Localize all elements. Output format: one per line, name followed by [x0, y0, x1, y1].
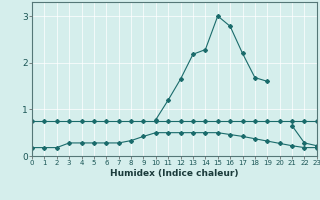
X-axis label: Humidex (Indice chaleur): Humidex (Indice chaleur)	[110, 169, 239, 178]
